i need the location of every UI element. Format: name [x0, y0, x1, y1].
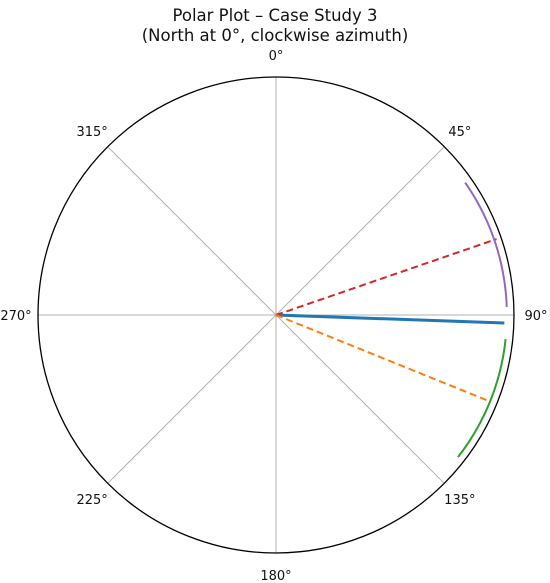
angle-tick-label: 0°	[269, 49, 284, 64]
series-radial-0	[275, 313, 505, 325]
angle-tick-label: 90°	[524, 309, 547, 324]
grid-spoke-225	[107, 314, 277, 484]
angle-tick-label: 45°	[448, 125, 471, 140]
angle-tick-labels: 0° 45° 90° 135° 180° 225° 270° 315°	[0, 49, 547, 583]
angle-tick-label: 135°	[444, 493, 475, 508]
series-layer	[275, 182, 508, 458]
grid-spoke-45	[275, 146, 445, 316]
grid-spoke-315	[107, 146, 277, 316]
chart-title: Polar Plot – Case Study 3	[172, 6, 378, 25]
series-radial-1	[275, 238, 497, 316]
angle-tick-label: 270°	[0, 309, 31, 324]
angle-tick-label: 315°	[76, 125, 107, 140]
series-radial-2	[275, 314, 489, 402]
grid-spoke-135	[275, 314, 445, 484]
series-arc-4	[457, 339, 507, 458]
chart-title-block: Polar Plot – Case Study 3 (North at 0°, …	[0, 6, 550, 46]
angle-tick-label: 180°	[260, 569, 291, 583]
angle-tick-label: 225°	[76, 493, 107, 508]
chart-subtitle: (North at 0°, clockwise azimuth)	[141, 26, 409, 45]
polar-outer-ring	[37, 76, 515, 554]
series-arc-3	[464, 182, 508, 307]
